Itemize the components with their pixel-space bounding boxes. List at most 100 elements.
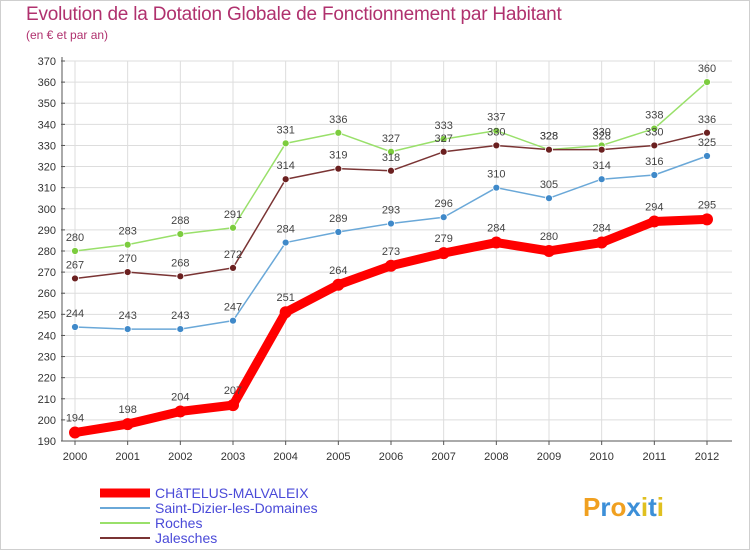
x-tick-label: 2012 xyxy=(695,451,719,463)
logo-letter: o xyxy=(610,492,626,522)
data-point xyxy=(281,238,290,247)
logo-letter: P xyxy=(583,492,600,522)
data-label: 314 xyxy=(592,160,610,172)
data-point xyxy=(439,147,448,156)
x-tick-label: 2009 xyxy=(537,451,561,463)
data-label: 338 xyxy=(645,110,663,122)
data-label: 330 xyxy=(645,126,663,138)
data-label: 207 xyxy=(224,385,242,397)
legend: CHâTELUS-MALVALEIXSaint-Dizier-les-Domai… xyxy=(100,485,318,546)
y-tick-label: 230 xyxy=(38,352,56,364)
data-label: 288 xyxy=(171,215,189,227)
data-point xyxy=(227,399,239,412)
y-tick-label: 240 xyxy=(38,330,56,342)
data-label: 194 xyxy=(66,413,84,425)
proxiti-logo: Proxiti xyxy=(583,492,664,522)
data-labels: 244 243 243 247 284 289 293 296 310 305 314 316 325 2… xyxy=(66,63,716,424)
data-label: 268 xyxy=(171,257,189,269)
y-tick-label: 260 xyxy=(38,288,56,300)
data-point xyxy=(703,78,711,87)
x-tick-label: 2003 xyxy=(221,451,245,463)
data-point xyxy=(597,145,606,154)
x-tick-label: 2008 xyxy=(484,451,508,463)
y-tick-label: 200 xyxy=(38,415,56,427)
y-tick-label: 350 xyxy=(38,98,56,110)
data-point xyxy=(123,268,132,277)
data-label: 280 xyxy=(66,232,84,244)
data-point xyxy=(334,128,343,137)
data-point xyxy=(701,213,713,226)
data-point xyxy=(439,135,448,144)
data-point xyxy=(69,426,81,439)
data-point xyxy=(387,166,395,175)
legend-label: Roches xyxy=(155,515,202,531)
legend-label: CHâTELUS-MALVALEIX xyxy=(155,485,309,501)
y-tick-label: 360 xyxy=(38,77,56,89)
data-label: 310 xyxy=(487,169,505,181)
y-tick-label: 210 xyxy=(38,394,56,406)
data-point xyxy=(543,245,555,257)
data-point xyxy=(545,194,553,203)
data-label: 280 xyxy=(540,231,558,243)
y-axis-ticks: 190 200 210 220 230 240 250 260 270 280 290 300 310 3… xyxy=(38,56,56,448)
x-tick-label: 2007 xyxy=(431,451,455,463)
data-point xyxy=(121,418,134,431)
data-label: 336 xyxy=(329,114,347,126)
logo-letter: t xyxy=(648,492,657,522)
data-point xyxy=(595,236,608,249)
logo-letter: r xyxy=(600,492,610,522)
data-point xyxy=(279,306,292,319)
x-tick-label: 2000 xyxy=(63,451,87,463)
x-tick-label: 2006 xyxy=(379,451,403,463)
y-tick-label: 310 xyxy=(38,183,56,195)
y-tick-label: 250 xyxy=(38,309,56,321)
data-label: 204 xyxy=(171,391,189,403)
data-label: 316 xyxy=(645,156,663,168)
data-label: 305 xyxy=(540,179,558,191)
y-tick-label: 220 xyxy=(38,373,56,385)
data-label: 319 xyxy=(329,150,347,162)
y-tick-label: 320 xyxy=(38,162,56,174)
data-point xyxy=(650,141,659,150)
y-tick-label: 300 xyxy=(38,204,56,216)
y-tick-label: 190 xyxy=(38,436,56,448)
data-point xyxy=(71,323,79,331)
data-label: 325 xyxy=(698,137,716,149)
data-point xyxy=(229,316,237,325)
data-points xyxy=(69,78,713,439)
x-tick-label: 2005 xyxy=(326,451,350,463)
data-label: 330 xyxy=(487,126,505,138)
data-label: 283 xyxy=(118,226,136,238)
data-point xyxy=(71,247,79,255)
data-point xyxy=(439,213,448,222)
data-label: 284 xyxy=(487,223,505,235)
data-point xyxy=(176,272,185,281)
legend-label: Jalesches xyxy=(155,530,217,546)
data-label: 331 xyxy=(276,124,294,136)
data-point xyxy=(229,263,237,272)
data-label: 328 xyxy=(540,131,558,143)
data-label: 264 xyxy=(329,265,347,277)
data-point xyxy=(281,139,290,148)
data-label: 243 xyxy=(171,310,189,322)
data-label: 327 xyxy=(382,133,400,145)
x-tick-label: 2011 xyxy=(643,451,667,463)
data-point xyxy=(334,164,343,173)
y-tick-label: 370 xyxy=(38,56,56,68)
data-point xyxy=(437,247,450,260)
data-label: 314 xyxy=(276,160,294,172)
data-point xyxy=(492,126,501,135)
data-point xyxy=(71,274,79,283)
data-label: 284 xyxy=(592,223,610,235)
legend-label: Saint-Dizier-les-Domaines xyxy=(155,500,318,516)
data-label: 267 xyxy=(66,259,84,271)
y-tick-label: 270 xyxy=(38,267,56,279)
axes xyxy=(61,57,732,445)
data-label: 333 xyxy=(434,120,452,132)
chart-title: Evolution de la Dotation Globale de Fonc… xyxy=(26,4,562,25)
data-label: 289 xyxy=(329,213,347,225)
data-label: 251 xyxy=(276,292,294,304)
data-point xyxy=(703,152,711,160)
x-tick-label: 2004 xyxy=(273,451,297,463)
